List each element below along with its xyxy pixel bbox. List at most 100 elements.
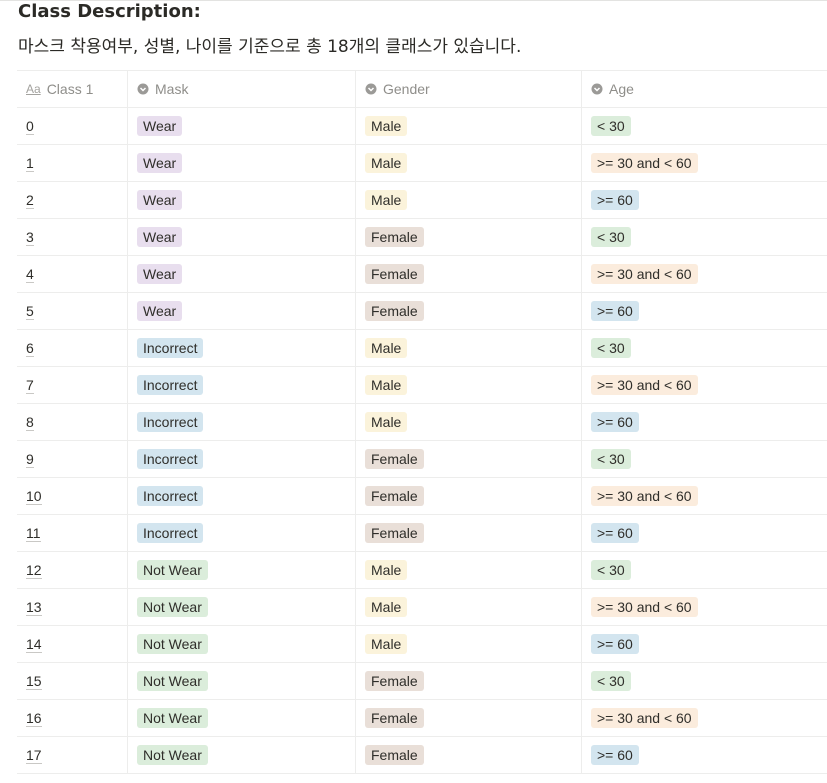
age-cell[interactable]: < 30 [582,219,827,255]
table-row[interactable]: 3 Wear Female < 30 [17,219,827,256]
mask-cell[interactable]: Incorrect [128,367,356,403]
mask-cell[interactable]: Not Wear [128,589,356,625]
table-row[interactable]: 2 Wear Male >= 60 [17,182,827,219]
gender-cell[interactable]: Female [356,441,582,477]
gender-cell[interactable]: Male [356,552,582,588]
class-id[interactable]: 13 [26,598,42,616]
mask-cell[interactable]: Wear [128,219,356,255]
class-id[interactable]: 6 [26,339,34,357]
mask-cell[interactable]: Wear [128,293,356,329]
table-row[interactable]: 17 Not Wear Female >= 60 [17,737,827,774]
class-cell[interactable]: 11 [17,515,128,551]
gender-cell[interactable]: Female [356,293,582,329]
class-cell[interactable]: 3 [17,219,128,255]
table-row[interactable]: 0 Wear Male < 30 [17,108,827,145]
gender-cell[interactable]: Male [356,108,582,144]
class-cell[interactable]: 6 [17,330,128,366]
gender-cell[interactable]: Male [356,404,582,440]
mask-cell[interactable]: Incorrect [128,441,356,477]
column-header-age[interactable]: Age [582,71,827,107]
age-cell[interactable]: >= 30 and < 60 [582,478,827,514]
table-row[interactable]: 16 Not Wear Female >= 30 and < 60 [17,700,827,737]
table-row[interactable]: 5 Wear Female >= 60 [17,293,827,330]
class-cell[interactable]: 13 [17,589,128,625]
table-row[interactable]: 14 Not Wear Male >= 60 [17,626,827,663]
class-cell[interactable]: 8 [17,404,128,440]
age-cell[interactable]: >= 30 and < 60 [582,256,827,292]
class-cell[interactable]: 4 [17,256,128,292]
age-cell[interactable]: < 30 [582,330,827,366]
class-id[interactable]: 16 [26,709,42,727]
gender-cell[interactable]: Female [356,737,582,773]
class-id[interactable]: 4 [26,265,34,283]
age-cell[interactable]: >= 60 [582,182,827,218]
class-id[interactable]: 9 [26,450,34,468]
class-id[interactable]: 5 [26,302,34,320]
gender-cell[interactable]: Male [356,145,582,181]
age-cell[interactable]: >= 30 and < 60 [582,700,827,736]
class-cell[interactable]: 16 [17,700,128,736]
class-cell[interactable]: 17 [17,737,128,773]
class-cell[interactable]: 14 [17,626,128,662]
column-header-mask[interactable]: Mask [128,71,356,107]
age-cell[interactable]: >= 60 [582,737,827,773]
age-cell[interactable]: < 30 [582,108,827,144]
column-header-gender[interactable]: Gender [356,71,582,107]
class-id[interactable]: 1 [26,154,34,172]
mask-cell[interactable]: Incorrect [128,330,356,366]
mask-cell[interactable]: Incorrect [128,478,356,514]
mask-cell[interactable]: Wear [128,182,356,218]
class-cell[interactable]: 12 [17,552,128,588]
table-row[interactable]: 1 Wear Male >= 30 and < 60 [17,145,827,182]
class-cell[interactable]: 10 [17,478,128,514]
class-cell[interactable]: 2 [17,182,128,218]
gender-cell[interactable]: Female [356,256,582,292]
gender-cell[interactable]: Male [356,626,582,662]
table-row[interactable]: 15 Not Wear Female < 30 [17,663,827,700]
gender-cell[interactable]: Male [356,330,582,366]
age-cell[interactable]: >= 30 and < 60 [582,145,827,181]
class-cell[interactable]: 7 [17,367,128,403]
mask-cell[interactable]: Wear [128,145,356,181]
table-row[interactable]: 6 Incorrect Male < 30 [17,330,827,367]
table-row[interactable]: 10 Incorrect Female >= 30 and < 60 [17,478,827,515]
age-cell[interactable]: >= 60 [582,626,827,662]
class-id[interactable]: 0 [26,117,34,135]
class-id[interactable]: 8 [26,413,34,431]
table-row[interactable]: 7 Incorrect Male >= 30 and < 60 [17,367,827,404]
column-header-class[interactable]: Aa Class 1 [17,71,128,107]
table-row[interactable]: 12 Not Wear Male < 30 [17,552,827,589]
mask-cell[interactable]: Wear [128,108,356,144]
class-id[interactable]: 17 [26,746,42,764]
class-cell[interactable]: 0 [17,108,128,144]
mask-cell[interactable]: Wear [128,256,356,292]
class-cell[interactable]: 15 [17,663,128,699]
class-id[interactable]: 11 [26,524,41,542]
table-row[interactable]: 4 Wear Female >= 30 and < 60 [17,256,827,293]
class-id[interactable]: 10 [26,487,42,505]
gender-cell[interactable]: Female [356,515,582,551]
mask-cell[interactable]: Not Wear [128,663,356,699]
class-cell[interactable]: 1 [17,145,128,181]
age-cell[interactable]: >= 60 [582,404,827,440]
mask-cell[interactable]: Not Wear [128,552,356,588]
table-row[interactable]: 11 Incorrect Female >= 60 [17,515,827,552]
class-cell[interactable]: 9 [17,441,128,477]
age-cell[interactable]: >= 60 [582,515,827,551]
class-id[interactable]: 14 [26,635,42,653]
age-cell[interactable]: < 30 [582,663,827,699]
gender-cell[interactable]: Male [356,367,582,403]
mask-cell[interactable]: Not Wear [128,626,356,662]
gender-cell[interactable]: Female [356,219,582,255]
mask-cell[interactable]: Not Wear [128,700,356,736]
gender-cell[interactable]: Male [356,182,582,218]
mask-cell[interactable]: Not Wear [128,737,356,773]
gender-cell[interactable]: Female [356,663,582,699]
age-cell[interactable]: >= 60 [582,293,827,329]
gender-cell[interactable]: Female [356,700,582,736]
class-id[interactable]: 12 [26,561,42,579]
table-row[interactable]: 8 Incorrect Male >= 60 [17,404,827,441]
age-cell[interactable]: >= 30 and < 60 [582,589,827,625]
mask-cell[interactable]: Incorrect [128,515,356,551]
table-row[interactable]: 9 Incorrect Female < 30 [17,441,827,478]
